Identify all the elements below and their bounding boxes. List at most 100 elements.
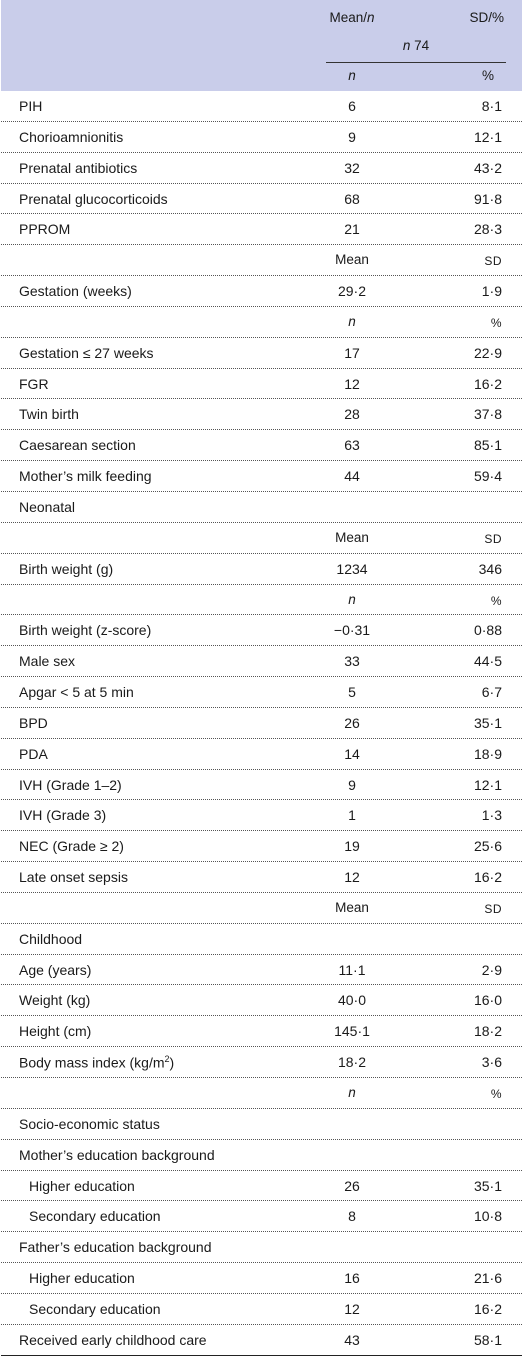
row-value-2: 25·6 bbox=[473, 838, 502, 855]
row-value-1: 33 bbox=[344, 653, 360, 670]
row-value-2: 18·9 bbox=[473, 745, 502, 762]
header-col1-sub: n bbox=[348, 68, 356, 83]
row-value-2: % bbox=[490, 315, 502, 330]
row-value-2: SD bbox=[484, 901, 502, 916]
row-value-2: 44·5 bbox=[473, 653, 502, 670]
row-label: Father’s education background bbox=[19, 1239, 212, 1256]
row-value-1: 5 bbox=[348, 684, 356, 701]
row-label: Chorioamnionitis bbox=[19, 128, 124, 145]
row-value-2: 21·6 bbox=[473, 1270, 502, 1287]
row-label: Twin birth bbox=[19, 406, 79, 423]
row-value-2: SD bbox=[484, 254, 502, 269]
table-row: Gestation ≤ 27 weeks 17 22·9 bbox=[1, 338, 522, 369]
table-row: Mother’s education background bbox=[1, 1140, 522, 1171]
row-value-1: 8 bbox=[348, 1208, 356, 1225]
row-value-2: 1·3 bbox=[481, 807, 502, 824]
row-label: Prenatal antibiotics bbox=[19, 159, 138, 176]
row-value-2: 0·88 bbox=[473, 622, 502, 639]
row-value-2: 16·2 bbox=[473, 1300, 502, 1317]
subheader-row: n% bbox=[1, 1078, 522, 1109]
row-value-1: 19 bbox=[344, 838, 360, 855]
table-row: Male sex 33 44·5 bbox=[1, 646, 522, 678]
row-value-2: 8·1 bbox=[481, 98, 502, 114]
row-value-1: 17 bbox=[344, 344, 360, 361]
row-value-1: 9 bbox=[348, 128, 356, 145]
row-label: Body mass index (kg/m2) bbox=[19, 1054, 175, 1071]
row-value-1: 21 bbox=[344, 221, 360, 238]
header-col2-sub: % bbox=[481, 68, 494, 83]
table-row: Apgar < 5 at 5 min 5 6·7 bbox=[1, 677, 522, 708]
table-row: Gestation (weeks) 29·2 1·9 bbox=[1, 276, 522, 307]
row-label: Prenatal glucocorticoids bbox=[19, 190, 168, 207]
row-value-1: 6 bbox=[348, 98, 356, 114]
row-label: Age (years) bbox=[19, 961, 92, 978]
row-label: Height (cm) bbox=[19, 1023, 92, 1040]
table-row: Birth weight (g) 1234 346 bbox=[1, 554, 522, 585]
row-value-1: 12 bbox=[344, 869, 360, 886]
subheader-row: Mean SD bbox=[1, 893, 522, 924]
row-value-1: 11·1 bbox=[338, 961, 366, 978]
row-value-1: 68 bbox=[344, 190, 360, 207]
row-value-2: 35·1 bbox=[473, 714, 502, 731]
row-value-1: 16 bbox=[344, 1270, 360, 1287]
row-label: Higher education bbox=[29, 1270, 135, 1287]
row-label: Birth weight (g) bbox=[19, 560, 114, 577]
row-value-2: 18·2 bbox=[473, 1023, 502, 1040]
row-value-1: 14 bbox=[344, 745, 360, 762]
row-value-2: 1·9 bbox=[481, 283, 502, 300]
table-row: PPROM 21 28·3 bbox=[1, 214, 522, 246]
table-row: Twin birth 28 37·8 bbox=[1, 399, 522, 431]
row-label: PDA bbox=[19, 745, 48, 762]
row-label: Mother’s education background bbox=[19, 1146, 215, 1163]
row-label: Socio-economic status bbox=[19, 1115, 160, 1132]
row-value-1: 28 bbox=[344, 406, 360, 423]
header-col2-top: SD/% bbox=[469, 10, 504, 25]
row-label: Neonatal bbox=[19, 498, 76, 515]
row-value-1: n bbox=[348, 591, 356, 607]
row-label: Gestation (weeks) bbox=[19, 283, 132, 300]
subheader-row: Mean SD bbox=[1, 245, 522, 277]
row-value-2: 3·6 bbox=[481, 1054, 502, 1071]
row-label: Secondary education bbox=[29, 1300, 161, 1317]
row-label: Apgar < 5 at 5 min bbox=[19, 684, 134, 701]
row-value-1: 40·0 bbox=[337, 992, 367, 1009]
table-row: Higher education 26 35·1 bbox=[1, 1171, 522, 1202]
row-label: Gestation ≤ 27 weeks bbox=[19, 344, 154, 361]
table-row: Childhood bbox=[1, 924, 522, 955]
table-row: Age (years) 11·1 2·9 bbox=[1, 955, 522, 986]
row-label: Mother’s milk feeding bbox=[19, 468, 152, 485]
table-row: IVH (Grade 1–2) 9 12·1 bbox=[1, 770, 522, 801]
table-row: Body mass index (kg/m2) 18·2 3·6 bbox=[1, 1047, 522, 1078]
table-body: PIH 6 8·1 Chorioamnionitis 9 12·1 Prenatal ant… bbox=[1, 91, 522, 1356]
table-row: Prenatal glucocorticoids 68 91·8 bbox=[1, 184, 522, 215]
row-value-1: Mean bbox=[335, 899, 369, 915]
row-value-2: 58·1 bbox=[473, 1331, 502, 1348]
row-value-2: 12·1 bbox=[473, 776, 502, 793]
header-col1-n: n bbox=[367, 10, 375, 25]
row-label: Higher education bbox=[29, 1177, 135, 1194]
row-value-2: 37·8 bbox=[473, 406, 502, 423]
table-row: BPD 26 35·1 bbox=[1, 708, 522, 739]
table-row: Prenatal antibiotics 32 43·2 bbox=[1, 153, 522, 184]
row-value-1: 12 bbox=[344, 375, 360, 392]
header-sample-size: n 74 bbox=[402, 38, 430, 53]
row-label: IVH (Grade 1–2) bbox=[19, 776, 122, 793]
row-label: Childhood bbox=[19, 930, 83, 947]
subheader-row: n% bbox=[1, 585, 522, 616]
row-value-2: 28·3 bbox=[473, 221, 502, 238]
table-row: Socio-economic status bbox=[1, 1109, 522, 1140]
table-row: Caesarean section 63 85·1 bbox=[1, 430, 522, 462]
row-value-2: 12·1 bbox=[473, 128, 502, 145]
table-row: NEC (Grade ≥ 2) 19 25·6 bbox=[1, 831, 522, 863]
row-value-2: % bbox=[490, 593, 502, 608]
row-value-1: 63 bbox=[344, 437, 360, 454]
row-label: Secondary education bbox=[29, 1208, 161, 1225]
table-row: PDA 14 18·9 bbox=[1, 739, 522, 770]
row-label: PPROM bbox=[19, 221, 71, 238]
row-value-2: 346 bbox=[478, 560, 502, 577]
row-value-2: 91·8 bbox=[473, 190, 502, 207]
row-value-1: Mean bbox=[335, 529, 369, 545]
row-value-1: 44 bbox=[344, 468, 360, 485]
row-value-1: 32 bbox=[344, 159, 360, 176]
